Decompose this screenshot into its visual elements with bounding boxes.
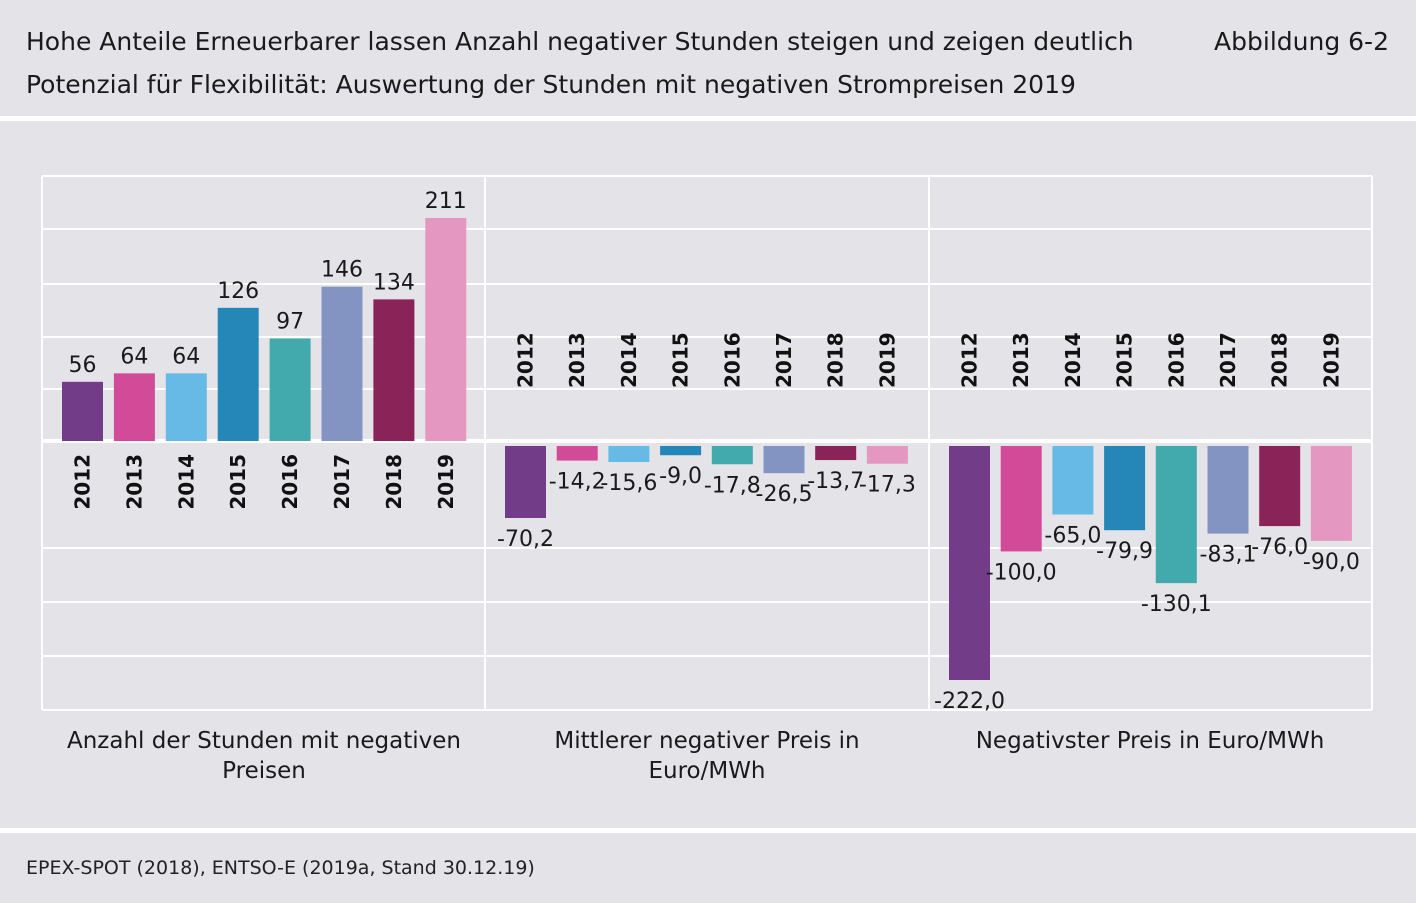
value-label-p3-2018: -76,0 bbox=[1251, 535, 1308, 560]
bar-p2-2014 bbox=[608, 446, 650, 462]
bar-p3-2014 bbox=[1052, 446, 1094, 515]
year-label-p1-2017: 2017 bbox=[330, 454, 354, 510]
value-label-p2-2019: -17,3 bbox=[859, 473, 916, 498]
value-label-p2-2017: -26,5 bbox=[756, 482, 813, 507]
bar-p1-2019 bbox=[425, 218, 467, 441]
value-label-p2-2014: -15,6 bbox=[600, 471, 657, 496]
bar-p2-2015 bbox=[660, 446, 702, 456]
year-label-p3-2018: 2018 bbox=[1268, 332, 1292, 388]
year-label-p3-2013: 2013 bbox=[1009, 332, 1033, 388]
bar-p1-2014 bbox=[165, 373, 207, 441]
bar-p2-2019 bbox=[866, 446, 908, 464]
bottom-divider bbox=[0, 828, 1416, 833]
bar-p3-2017 bbox=[1207, 446, 1249, 534]
year-label-p1-2016: 2016 bbox=[278, 454, 302, 510]
year-label-p2-2016: 2016 bbox=[720, 332, 744, 388]
year-label-p1-2019: 2019 bbox=[434, 454, 458, 510]
year-label-p2-2013: 2013 bbox=[565, 332, 589, 388]
year-label-p2-2019: 2019 bbox=[875, 332, 899, 388]
source-note: EPEX-SPOT (2018), ENTSO-E (2019a, Stand … bbox=[26, 857, 535, 879]
bar-p1-2013 bbox=[113, 373, 155, 441]
panel-caption-2-line-2: Euro/MWh bbox=[648, 758, 765, 784]
value-label-p3-2013: -100,0 bbox=[986, 560, 1057, 585]
year-label-p3-2015: 2015 bbox=[1113, 332, 1137, 388]
bar-p2-2018 bbox=[815, 446, 857, 461]
bar-p2-2017 bbox=[763, 446, 805, 474]
bar-p2-2012 bbox=[505, 446, 546, 518]
year-label-p2-2018: 2018 bbox=[824, 332, 848, 388]
year-label-p1-2012: 2012 bbox=[71, 454, 95, 510]
panel-caption-1-line-2: Preisen bbox=[222, 758, 306, 784]
value-label-p3-2017: -83,1 bbox=[1200, 543, 1257, 568]
value-label-p1-2012: 56 bbox=[69, 353, 97, 378]
year-label-p2-2017: 2017 bbox=[772, 332, 796, 388]
year-label-p1-2014: 2014 bbox=[174, 454, 198, 510]
bar-p3-2015 bbox=[1104, 446, 1146, 531]
bar-p2-2013 bbox=[556, 446, 598, 461]
bar-p1-2017 bbox=[321, 286, 363, 441]
panel-caption-2-line-1: Mittlerer negativer Preis in bbox=[554, 728, 859, 754]
bar-p2-2016 bbox=[711, 446, 753, 465]
bar-p1-2012 bbox=[62, 381, 103, 441]
title-line-1: Hohe Anteile Erneuerbarer lassen Anzahl … bbox=[26, 27, 1134, 56]
value-label-p1-2014: 64 bbox=[172, 344, 200, 369]
year-label-p3-2019: 2019 bbox=[1319, 332, 1343, 388]
value-label-p3-2016: -130,1 bbox=[1141, 592, 1212, 617]
value-label-p1-2019: 211 bbox=[425, 189, 467, 214]
panel-caption-3-line-1: Negativster Preis in Euro/MWh bbox=[976, 728, 1325, 754]
value-label-p3-2012: -222,0 bbox=[934, 689, 1005, 714]
year-label-p3-2014: 2014 bbox=[1061, 332, 1085, 388]
labels: 56 2012 64 2013 64 2014 126 2015 97 2016 146 2017 13… bbox=[67, 189, 1360, 784]
bar-p3-2019 bbox=[1310, 446, 1352, 541]
year-label-p3-2017: 2017 bbox=[1216, 332, 1240, 388]
value-label-p1-2017: 146 bbox=[321, 258, 363, 283]
bar-p1-2018 bbox=[373, 299, 415, 441]
value-label-p2-2018: -13,7 bbox=[807, 469, 864, 494]
bar-p3-2013 bbox=[1000, 446, 1042, 552]
bar-p3-2012 bbox=[949, 446, 990, 680]
title-line-2: Potenzial für Flexibilität: Auswertung d… bbox=[26, 70, 1076, 99]
bar-p3-2018 bbox=[1259, 446, 1301, 527]
year-label-p3-2012: 2012 bbox=[958, 332, 982, 388]
bars bbox=[62, 218, 1352, 680]
header: Hohe Anteile Erneuerbarer lassen Anzahl … bbox=[0, 0, 1416, 116]
value-label-p3-2019: -90,0 bbox=[1303, 550, 1360, 575]
year-label-p3-2016: 2016 bbox=[1164, 332, 1188, 388]
value-label-p1-2016: 97 bbox=[276, 309, 304, 334]
value-label-p2-2015: -9,0 bbox=[659, 464, 702, 489]
value-label-p3-2014: -65,0 bbox=[1044, 524, 1101, 549]
value-label-p1-2015: 126 bbox=[217, 279, 259, 304]
bar-p3-2016 bbox=[1155, 446, 1197, 584]
year-label-p1-2018: 2018 bbox=[382, 454, 406, 510]
value-label-p3-2015: -79,9 bbox=[1096, 539, 1153, 564]
value-label-p2-2016: -17,8 bbox=[704, 473, 761, 498]
year-label-p2-2012: 2012 bbox=[514, 332, 538, 388]
top-divider bbox=[0, 116, 1416, 121]
panel-caption-1-line-1: Anzahl der Stunden mit negativen bbox=[67, 728, 461, 754]
grid bbox=[41, 175, 1373, 711]
year-label-p1-2013: 2013 bbox=[122, 454, 146, 510]
value-label-p2-2013: -14,2 bbox=[549, 470, 606, 495]
chart-title: Hohe Anteile Erneuerbarer lassen Anzahl … bbox=[26, 20, 1166, 106]
year-label-p2-2014: 2014 bbox=[617, 332, 641, 388]
value-label-p1-2013: 64 bbox=[120, 344, 148, 369]
value-label-p1-2018: 134 bbox=[373, 270, 415, 295]
bar-p1-2016 bbox=[269, 338, 311, 441]
year-label-p2-2015: 2015 bbox=[669, 332, 693, 388]
value-label-p2-2012: -70,2 bbox=[497, 527, 554, 552]
year-label-p1-2015: 2015 bbox=[226, 454, 250, 510]
figure-label: Abbildung 6-2 bbox=[1214, 27, 1389, 56]
bar-p1-2015 bbox=[217, 307, 259, 441]
